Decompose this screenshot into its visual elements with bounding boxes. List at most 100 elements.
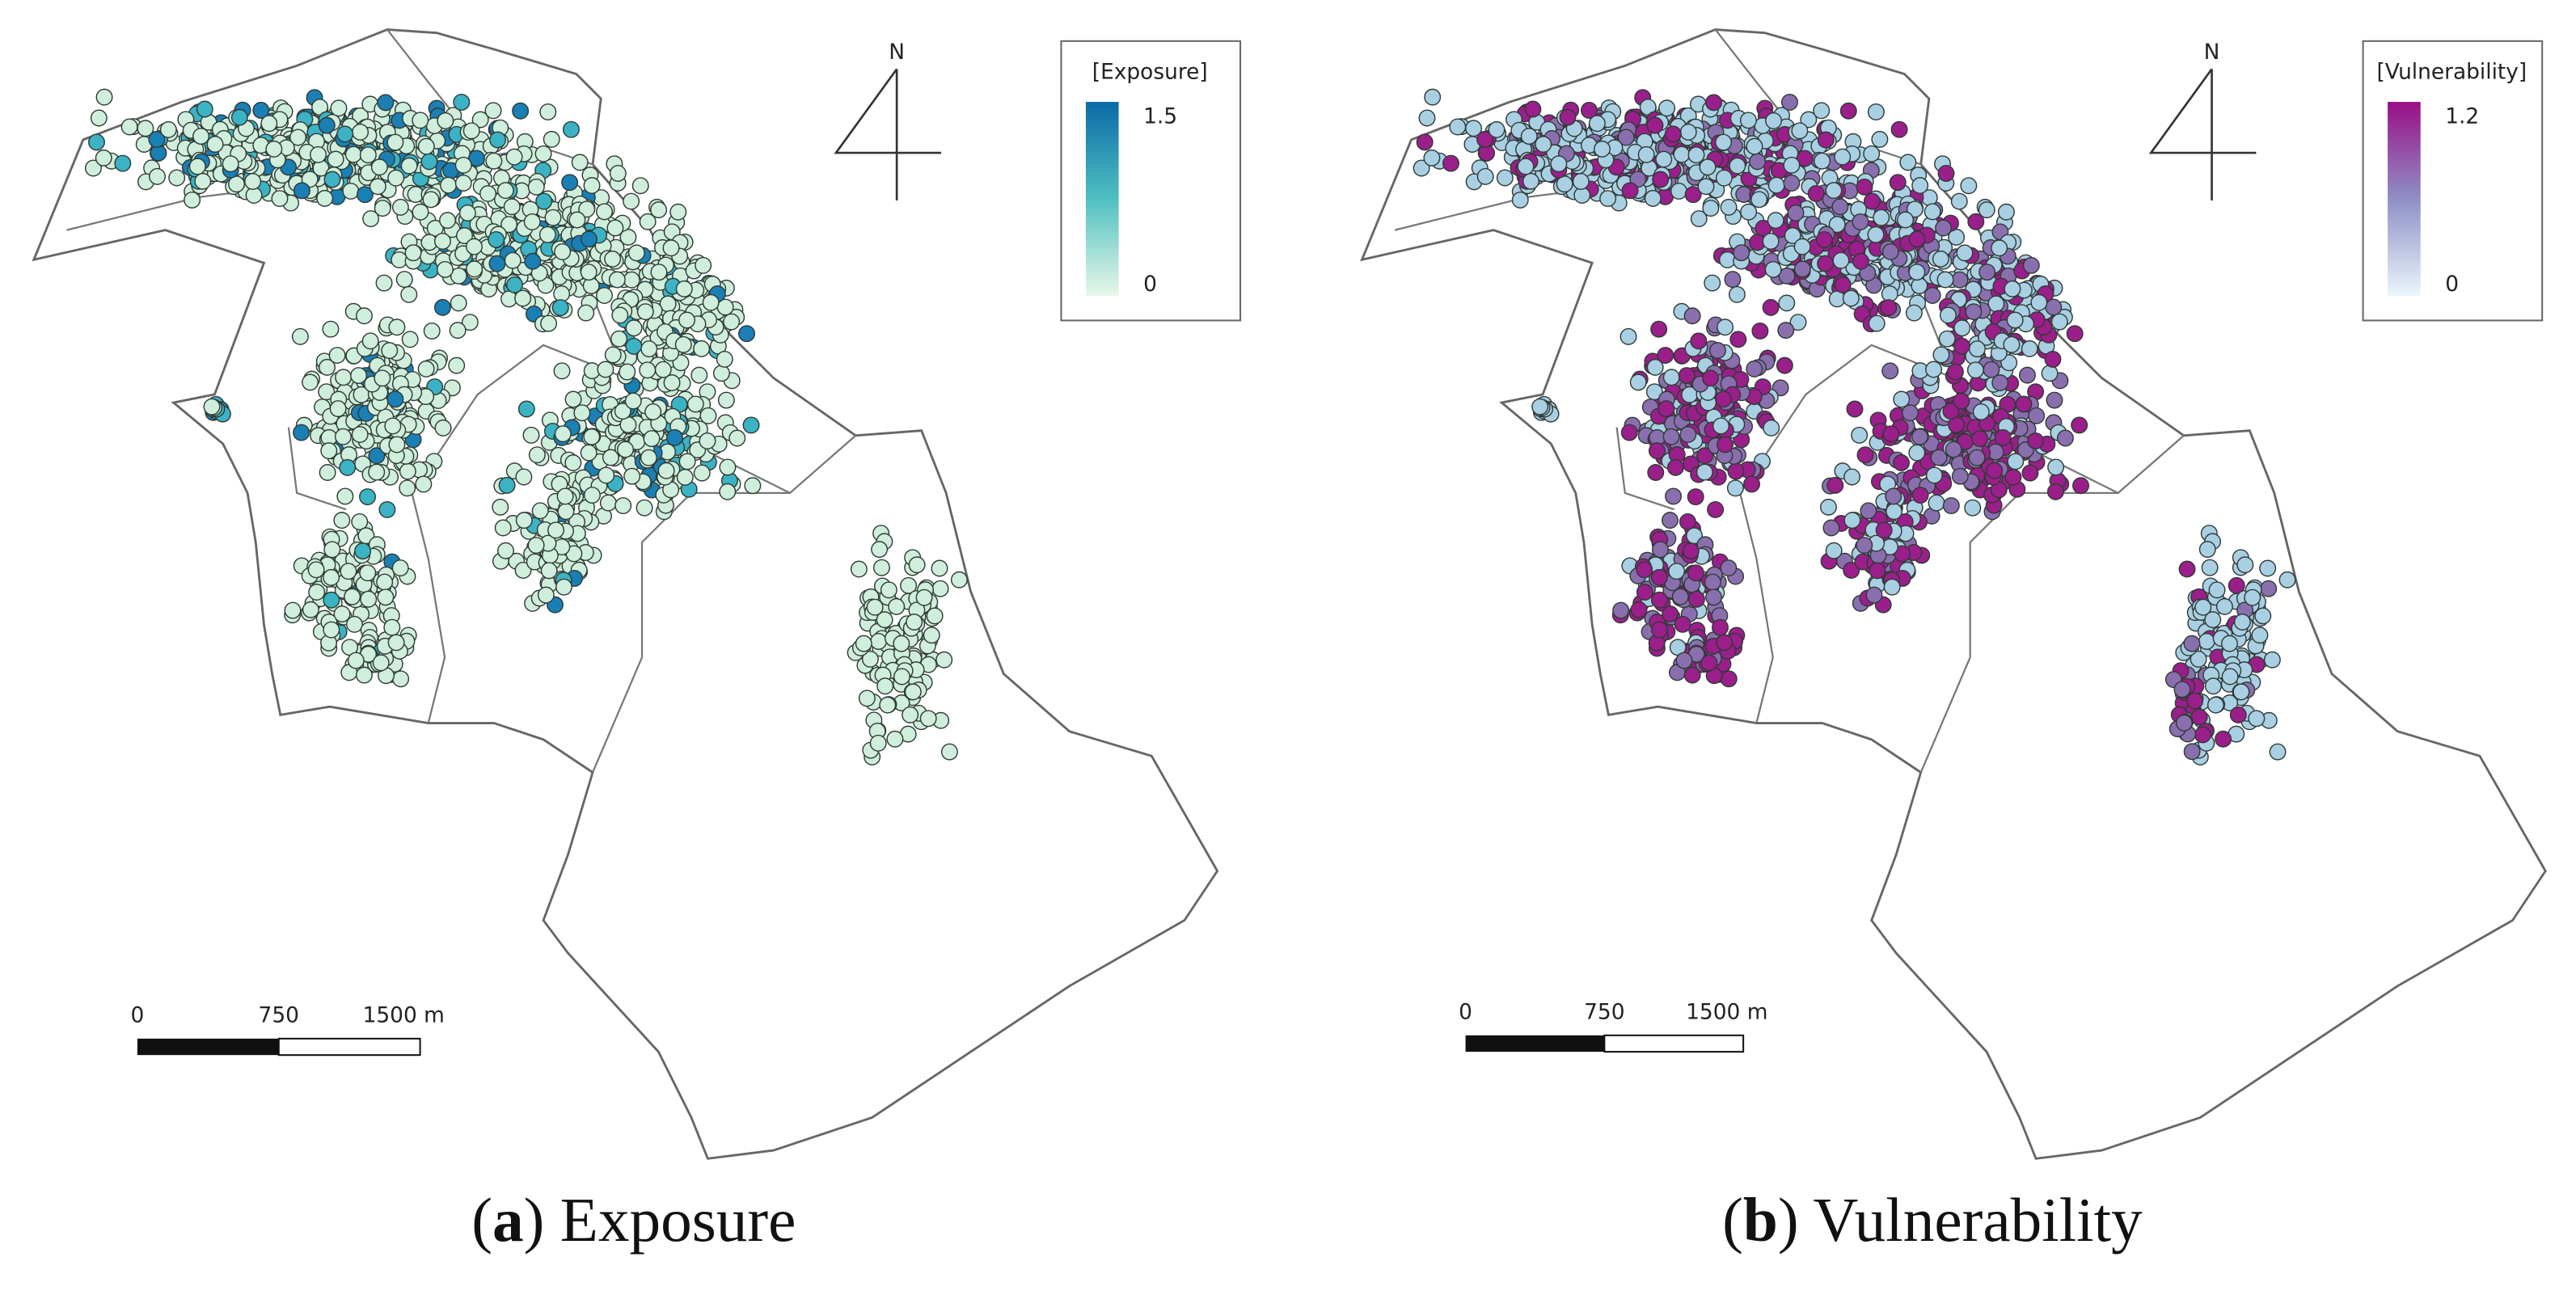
north-label: N xyxy=(2204,40,2220,65)
point xyxy=(1749,153,1767,171)
point xyxy=(1924,203,1941,221)
point xyxy=(2194,598,2212,616)
point xyxy=(1956,244,1974,262)
point xyxy=(404,244,422,262)
point xyxy=(1783,175,1801,192)
point xyxy=(354,542,372,560)
point xyxy=(1924,287,1941,305)
point xyxy=(2254,607,2272,625)
point xyxy=(604,250,622,268)
point xyxy=(544,209,562,226)
point xyxy=(2018,366,2036,384)
point xyxy=(1718,251,1736,268)
point xyxy=(1630,601,1648,618)
point xyxy=(1762,298,1780,316)
point xyxy=(383,618,401,636)
point xyxy=(639,213,657,230)
point xyxy=(728,429,746,447)
scale-black xyxy=(137,1038,279,1056)
point xyxy=(2004,280,2021,297)
point xyxy=(1777,322,1795,340)
point xyxy=(351,513,369,530)
point xyxy=(623,192,640,210)
point xyxy=(1682,542,1700,560)
point xyxy=(573,404,591,422)
point xyxy=(1783,156,1801,174)
point xyxy=(2215,597,2233,615)
point xyxy=(1897,211,1915,229)
point xyxy=(2041,365,2059,382)
point xyxy=(1868,314,1886,332)
point xyxy=(1978,201,1995,219)
point xyxy=(1935,219,1953,237)
point xyxy=(555,578,572,596)
point xyxy=(400,157,418,175)
point xyxy=(690,366,708,384)
point xyxy=(1679,513,1696,530)
point xyxy=(512,102,530,120)
point xyxy=(196,100,213,118)
point xyxy=(639,361,657,379)
point xyxy=(657,462,675,479)
point xyxy=(1765,112,1783,129)
point xyxy=(386,390,404,408)
point xyxy=(1856,537,1873,555)
point xyxy=(2066,325,2084,343)
north-arrow xyxy=(2148,68,2257,201)
point xyxy=(580,444,598,462)
point xyxy=(557,503,575,521)
point xyxy=(1856,446,1874,464)
points xyxy=(84,88,968,766)
point xyxy=(554,243,572,260)
point xyxy=(2221,635,2238,652)
point xyxy=(1831,198,1849,216)
point xyxy=(339,458,357,476)
point xyxy=(375,274,393,292)
caption: (a) Exposure xyxy=(471,1185,796,1255)
point xyxy=(330,99,348,117)
point xyxy=(319,464,336,481)
point xyxy=(695,256,712,274)
point xyxy=(666,428,683,446)
point xyxy=(489,131,507,149)
point xyxy=(271,190,289,208)
point xyxy=(527,537,545,555)
point xyxy=(344,588,361,605)
point xyxy=(450,294,467,312)
point xyxy=(1588,115,1606,133)
point xyxy=(2221,668,2239,685)
point xyxy=(1636,584,1653,601)
point xyxy=(610,330,628,348)
point xyxy=(1683,307,1701,325)
legend-title: [Vulnerability] xyxy=(2376,60,2527,85)
point xyxy=(609,165,627,182)
point xyxy=(1690,332,1708,350)
point xyxy=(293,424,310,441)
point xyxy=(334,428,352,445)
north-label: N xyxy=(889,40,905,65)
legend-min: 0 xyxy=(2445,272,2459,297)
point xyxy=(392,670,410,688)
point xyxy=(1994,428,2012,446)
point xyxy=(1991,239,2008,257)
point xyxy=(1852,252,1869,270)
point xyxy=(1751,322,1769,340)
point xyxy=(355,666,373,684)
point xyxy=(1668,563,1686,580)
point xyxy=(2183,743,2201,761)
point xyxy=(2056,429,2074,447)
point xyxy=(1650,621,1668,639)
point xyxy=(1908,444,1926,462)
point xyxy=(2006,311,2024,329)
point xyxy=(376,573,394,591)
point xyxy=(855,635,872,652)
point xyxy=(1488,120,1505,138)
point xyxy=(940,743,958,761)
point xyxy=(1720,198,1738,216)
point xyxy=(1629,373,1647,391)
point xyxy=(1911,177,1929,194)
point xyxy=(479,185,497,202)
point xyxy=(504,251,522,269)
point xyxy=(2004,468,2022,486)
point xyxy=(1860,502,1877,520)
